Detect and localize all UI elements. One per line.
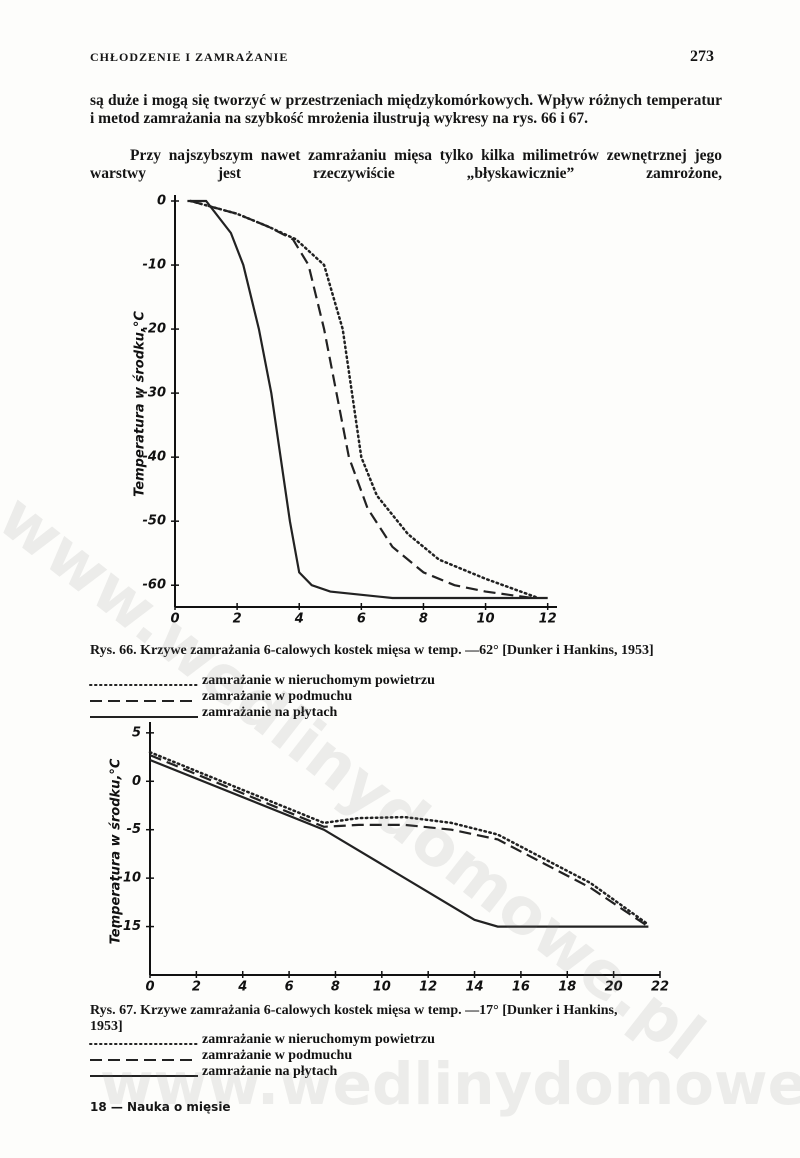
- x-tick-label: 12: [419, 980, 437, 995]
- x-tick-label: 8: [331, 980, 340, 995]
- y-axis-label: Temperatura w środku,°C: [133, 311, 148, 497]
- legend-label: zamrażanie w nieruchomym powietrzu: [202, 673, 435, 688]
- x-tick-label: 4: [237, 980, 247, 995]
- x-tick-label: 0: [145, 980, 154, 995]
- x-tick-label: 2: [192, 980, 201, 995]
- x-tick-label: 22: [651, 980, 669, 995]
- series-line: [148, 750, 650, 926]
- watermark: www.wedlinydomowe.pl: [100, 1050, 800, 1118]
- series-line: [187, 199, 548, 600]
- y-tick-label: 0: [157, 194, 166, 209]
- x-tick-label: 16: [512, 980, 530, 995]
- paragraph: są duże i mogą się tworzyć w przestrzeni…: [90, 92, 722, 127]
- y-tick-label: -40: [143, 450, 167, 465]
- x-tick-label: 6: [285, 980, 294, 995]
- figure-caption: Rys. 67. Krzywe zamrażania 6-calowych ko…: [90, 1003, 618, 1034]
- x-tick-label: 12: [539, 612, 557, 627]
- y-tick-label: -30: [143, 386, 167, 401]
- legend-label: zamrażanie na płytach: [202, 705, 338, 720]
- x-tick-label: 2: [233, 612, 242, 627]
- x-tick-label: 18: [558, 980, 576, 995]
- paragraph: Przy najszybszym nawet zamrażaniu mięsa …: [90, 147, 722, 182]
- x-tick-label: 8: [419, 612, 428, 627]
- y-tick-label: 5: [132, 725, 141, 740]
- x-tick-label: 0: [170, 612, 179, 627]
- y-tick-label: -15: [118, 919, 142, 934]
- x-tick-label: 14: [465, 980, 483, 995]
- running-head: CHŁODZENIE I ZAMRAŻANIE: [90, 50, 289, 64]
- legend-label: zamrażanie na płytach: [202, 1064, 338, 1079]
- page-number: 273: [690, 48, 714, 65]
- series-line: [149, 754, 650, 928]
- y-axis-label: Temperatura w środku,°C: [109, 758, 124, 944]
- y-tick-label: -5: [127, 822, 141, 837]
- legend-label: zamrażanie w podmuchu: [202, 1048, 352, 1063]
- y-tick-label: -10: [143, 258, 167, 273]
- y-tick-label: -10: [118, 871, 142, 886]
- x-tick-label: 6: [357, 612, 366, 627]
- series-line: [190, 199, 533, 600]
- x-tick-label: 20: [605, 980, 623, 995]
- x-tick-label: 10: [477, 612, 495, 627]
- figure-caption: Rys. 66. Krzywe zamrażania 6-calowych ko…: [90, 643, 654, 658]
- legend-label: zamrażanie w podmuchu: [202, 689, 352, 704]
- legend-label: zamrażanie w nieruchomym powietrzu: [202, 1032, 435, 1047]
- y-tick-label: -50: [143, 514, 167, 529]
- x-tick-label: 4: [294, 612, 304, 627]
- y-tick-label: -60: [143, 578, 167, 593]
- x-tick-label: 10: [373, 980, 391, 995]
- footer: 18 — Nauka o mięsie: [90, 1100, 231, 1114]
- series-line: [149, 758, 649, 928]
- y-tick-label: -20: [143, 322, 167, 337]
- y-tick-label: 0: [132, 774, 141, 789]
